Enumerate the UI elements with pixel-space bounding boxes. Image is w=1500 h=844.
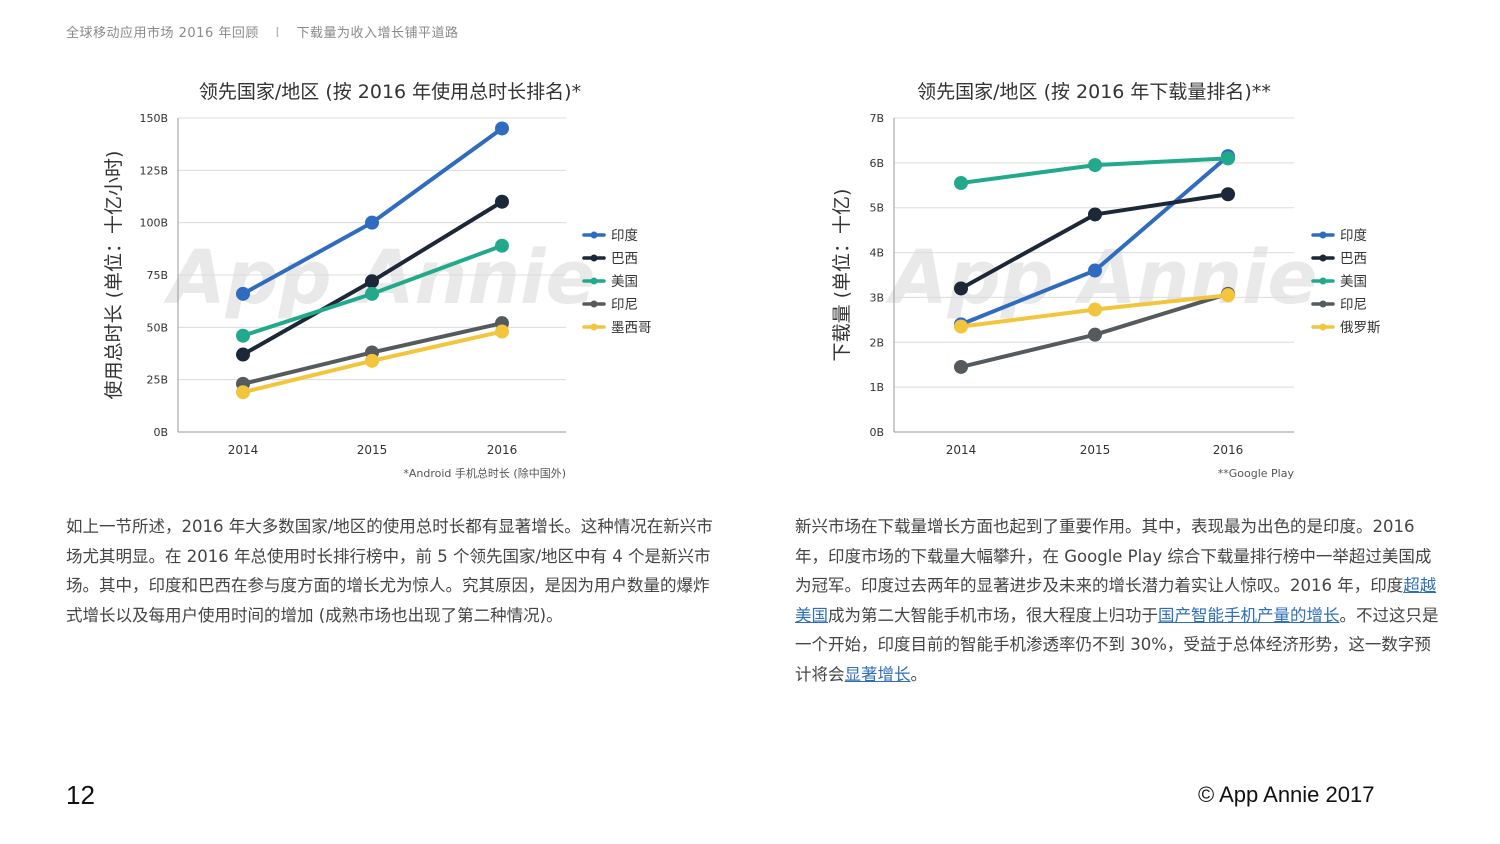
y-tick-label: 2B: [869, 336, 884, 349]
page-header: 全球移动应用市场 2016 年回顾 I 下载量为收入增长铺平道路: [66, 22, 459, 41]
y-tick-label: 75B: [146, 269, 168, 282]
y-tick-label: 4B: [869, 247, 884, 260]
data-point: [954, 319, 968, 334]
copyright: © App Annie 2017: [1198, 782, 1375, 807]
link-significant-growth[interactable]: 显著增长: [844, 664, 911, 684]
downloads-chart-svg: 领先国家/地区 (按 2016 年下载量排名)** App Annie 0B 1B 2B…: [831, 81, 1381, 480]
y-tick-label: 100B: [139, 217, 168, 230]
para-text-3: 。不过这只是一个开始，印度目前的智能手机渗透率仍不到 30%，受益于总体经济形势…: [795, 605, 1439, 684]
downloads-chart: 领先国家/地区 (按 2016 年下载量排名)** App Annie 0B 1B 2B…: [740, 74, 1460, 484]
y-tick-label: 5B: [869, 202, 884, 215]
data-point: [1221, 288, 1235, 303]
data-point: [1088, 302, 1102, 317]
watermark-logo: App Annie: [885, 235, 1317, 321]
legend-label: 墨西哥: [611, 320, 652, 336]
data-point: [954, 359, 968, 374]
y-tick-label: 125B: [139, 164, 168, 177]
data-point: [365, 286, 379, 301]
data-point: [236, 328, 250, 343]
x-tick-label: 2015: [1080, 443, 1111, 457]
x-tick-label: 2014: [946, 443, 977, 457]
usage-time-chart-svg: 领先国家/地区 (按 2016 年使用总时长排名)*App Annie0B25B…: [103, 81, 652, 480]
header-report-title: 全球移动应用市场 2016 年回顾: [66, 26, 259, 41]
chart-footnote: **Google Play: [1218, 467, 1295, 480]
y-tick-label: 25B: [146, 374, 168, 387]
x-tick-label: 2016: [1213, 443, 1244, 457]
data-point: [1221, 151, 1235, 166]
legend-swatch-dot: [590, 323, 598, 331]
legend-label: 印度: [1340, 228, 1367, 244]
x-tick-label: 2016: [487, 443, 518, 457]
legend-label: 巴西: [611, 251, 638, 267]
y-axis-label: 下载量 (单位：十亿): [831, 189, 853, 362]
y-tick-label: 7B: [869, 112, 884, 125]
page-number: 12: [66, 780, 95, 810]
legend-swatch-dot: [1319, 231, 1327, 239]
legend-label: 印尼: [1340, 297, 1367, 313]
header-separator: I: [275, 26, 280, 41]
legend-swatch-dot: [590, 277, 598, 285]
link-domestic-production[interactable]: 国产智能手机产量的增长: [1158, 605, 1340, 625]
legend-label: 美国: [1340, 274, 1367, 290]
legend-swatch-dot: [1319, 254, 1327, 262]
link-surpass-us[interactable]: 超越美国: [795, 576, 1437, 625]
y-tick-label: 3B: [869, 291, 884, 304]
data-point: [236, 385, 250, 400]
data-point: [1088, 158, 1102, 173]
x-tick-label: 2014: [228, 443, 259, 457]
header-section-title: 下载量为收入增长铺平道路: [296, 26, 459, 41]
y-tick-label: 50B: [146, 321, 168, 334]
data-point: [954, 281, 968, 296]
y-axis-label: 使用总时长 (单位：十亿小时): [103, 151, 125, 400]
data-point: [365, 353, 379, 368]
legend-swatch-dot: [1319, 277, 1327, 285]
y-tick-label: 1B: [869, 381, 884, 394]
downloads-paragraph: 新兴市场在下载量增长方面也起到了重要作用。其中，表现最为出色的是印度。2016 …: [795, 512, 1445, 689]
legend-swatch-dot: [1319, 300, 1327, 308]
data-point: [1088, 207, 1102, 222]
data-point: [495, 121, 509, 136]
legend-label: 印度: [611, 228, 638, 244]
data-point: [954, 176, 968, 191]
data-point: [1221, 187, 1235, 202]
data-point: [1088, 327, 1102, 342]
usage-time-chart: 领先国家/地区 (按 2016 年使用总时长排名)* App Annie 0B 25B…: [0, 74, 720, 484]
y-tick-label: 0B: [869, 426, 884, 439]
legend-label: 印尼: [611, 297, 638, 313]
data-point: [365, 274, 379, 289]
data-point: [495, 194, 509, 209]
legend-swatch-dot: [590, 254, 598, 262]
legend-swatch-dot: [1319, 323, 1327, 331]
chart-footnote: *Android 手机总时长 (除中国外): [403, 466, 566, 480]
data-point: [236, 347, 250, 362]
chart-title: 领先国家/地区 (按 2016 年下载量排名)**: [917, 81, 1271, 103]
para-text-2: 成为第二大智能手机市场，很大程度上归功于: [828, 605, 1158, 625]
legend-label: 美国: [611, 274, 638, 290]
usage-paragraph: 如上一节所述，2016 年大多数国家/地区的使用总时长都有显著增长。这种情况在新…: [66, 517, 713, 625]
y-tick-label: 150B: [139, 112, 168, 125]
legend-label: 巴西: [1340, 251, 1367, 267]
data-point: [495, 238, 509, 253]
legend-swatch-dot: [590, 300, 598, 308]
para-text-4: 。: [910, 664, 928, 684]
y-tick-label: 6B: [869, 157, 884, 170]
chart-title: 领先国家/地区 (按 2016 年使用总时长排名)*: [199, 81, 581, 103]
legend-label: 俄罗斯: [1340, 320, 1381, 336]
para-text-1: 新兴市场在下载量增长方面也起到了重要作用。其中，表现最为出色的是印度。2016 …: [795, 517, 1432, 595]
data-point: [236, 286, 250, 301]
x-tick-label: 2015: [357, 443, 388, 457]
data-point: [495, 324, 509, 339]
data-point: [365, 215, 379, 230]
legend-swatch-dot: [590, 231, 598, 239]
y-tick-label: 0B: [153, 426, 168, 439]
data-point: [1088, 263, 1102, 278]
